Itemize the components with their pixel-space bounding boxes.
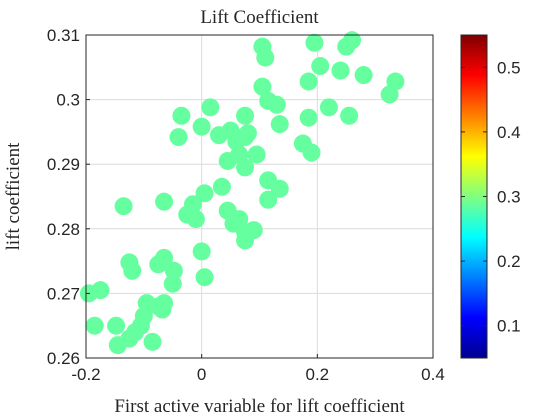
- x-tick-label: 0.4: [421, 365, 445, 384]
- x-tick-label: 0.2: [306, 365, 330, 384]
- data-point: [195, 268, 214, 287]
- plot-frame: [85, 34, 434, 359]
- data-point: [155, 294, 174, 313]
- data-point: [311, 57, 330, 76]
- x-axis-label: First active variable for lift coefficie…: [114, 396, 405, 417]
- x-tick-label: -0.2: [71, 365, 100, 384]
- data-point: [192, 242, 211, 261]
- data-point: [305, 33, 324, 52]
- data-point: [267, 95, 286, 114]
- data-point: [354, 66, 373, 85]
- y-tick-label: 0.3: [56, 91, 80, 110]
- colorbar-tick-label: 0.5: [497, 58, 521, 77]
- scatter-points: [79, 31, 405, 355]
- data-point: [319, 98, 338, 117]
- data-point: [169, 128, 188, 147]
- data-point: [164, 261, 183, 280]
- y-tick-label: 0.29: [47, 155, 80, 174]
- data-point: [331, 61, 350, 80]
- data-point: [253, 77, 272, 96]
- data-point: [253, 37, 272, 56]
- data-point: [259, 190, 278, 209]
- data-point: [114, 197, 133, 216]
- data-point: [244, 221, 263, 240]
- data-point: [340, 106, 359, 125]
- axis-ticks: -0.2 0 0.2 0.4 0.26 0.27 0.28 0.29 0.3 0.31: [47, 26, 445, 384]
- data-point: [192, 117, 211, 136]
- y-axis-label: lift coefficient: [3, 142, 24, 251]
- data-point: [155, 192, 174, 211]
- data-point: [163, 274, 182, 293]
- x-tick-label: 0: [197, 365, 206, 384]
- colorbar-ticks: 0.1 0.2 0.3 0.4 0.5: [461, 58, 521, 336]
- data-point: [343, 31, 362, 50]
- data-point: [236, 158, 255, 177]
- y-tick-label: 0.27: [47, 284, 80, 303]
- data-point: [91, 281, 110, 300]
- data-point: [120, 253, 139, 272]
- data-point: [183, 195, 202, 214]
- data-point: [107, 316, 126, 335]
- data-point: [149, 255, 168, 274]
- data-point: [386, 72, 405, 91]
- data-point: [172, 106, 191, 125]
- colorbar-tick-label: 0.2: [497, 252, 521, 271]
- colorbar: [460, 34, 488, 359]
- data-point: [299, 108, 318, 127]
- data-point: [195, 184, 214, 203]
- data-point: [143, 332, 162, 351]
- data-point: [270, 115, 289, 134]
- colorbar-tick-label: 0.3: [497, 188, 521, 207]
- y-tick-label: 0.28: [47, 220, 80, 239]
- data-point: [201, 98, 220, 117]
- data-point: [212, 177, 231, 196]
- data-point: [236, 106, 255, 125]
- colorbar-tick-label: 0.4: [497, 123, 521, 142]
- data-point: [186, 210, 205, 229]
- y-tick-label: 0.31: [47, 26, 80, 45]
- data-point: [302, 143, 321, 162]
- data-point: [299, 72, 318, 91]
- chart-title: Lift Coefficient: [200, 7, 319, 28]
- data-point: [238, 124, 257, 143]
- data-point: [85, 316, 104, 335]
- y-tick-label: 0.26: [47, 349, 80, 368]
- data-point: [247, 145, 266, 164]
- data-point: [270, 179, 289, 198]
- colorbar-tick-label: 0.1: [497, 317, 521, 336]
